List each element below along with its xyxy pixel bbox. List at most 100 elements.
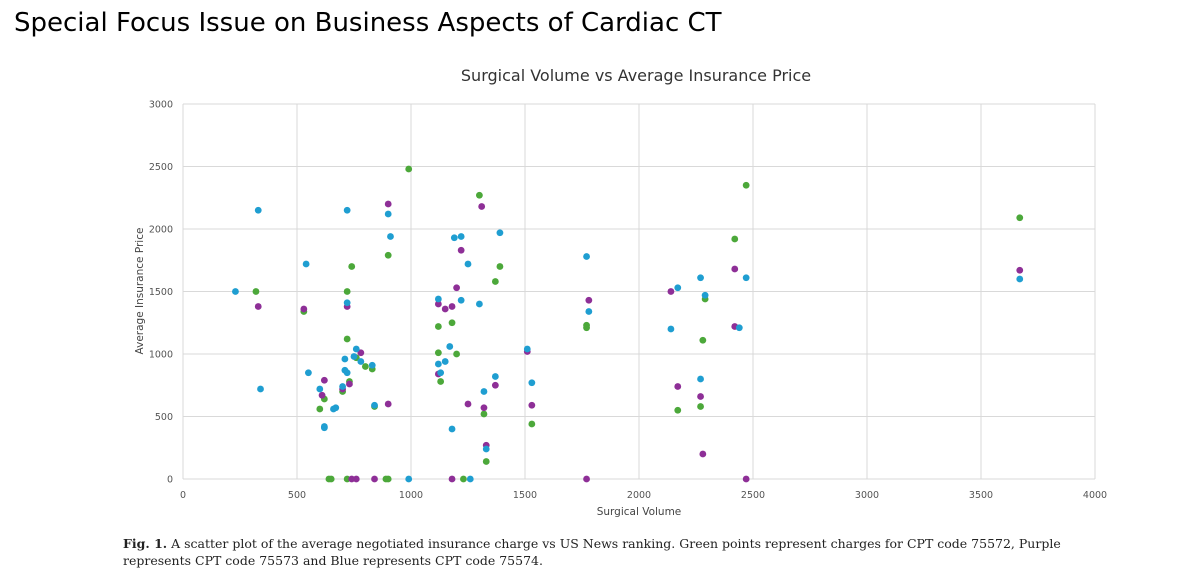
data-point-series-1 — [480, 410, 488, 418]
data-point-series-1 — [674, 406, 682, 414]
data-point-series-2 — [320, 376, 328, 384]
data-point-series-3 — [742, 274, 750, 282]
data-point-series-3 — [457, 233, 465, 240]
data-point-series-1 — [384, 475, 392, 483]
data-point-series-3 — [480, 388, 488, 395]
x-tick-label: 3000 — [855, 490, 879, 501]
data-point-series-2 — [434, 300, 442, 308]
data-point-series-3 — [491, 373, 499, 380]
data-point-series-2 — [441, 305, 449, 313]
data-point-series-1 — [327, 475, 335, 483]
data-point-series-3 — [350, 353, 358, 360]
data-point-series-3 — [343, 206, 351, 214]
data-point-series-1 — [343, 335, 351, 343]
data-point-series-1 — [496, 263, 504, 270]
x-tick-label: 1000 — [399, 490, 423, 501]
data-point-series-3 — [405, 475, 413, 483]
data-point-series-2 — [357, 349, 365, 357]
chart-title: Surgical Volume vs Average Insurance Pri… — [461, 66, 811, 85]
y-tick-label: 3000 — [149, 100, 173, 111]
data-point-series-1 — [528, 420, 536, 428]
caption-text: A scatter plot of the average negotiated… — [123, 536, 1061, 568]
x-tick-label: 0 — [180, 490, 186, 501]
figure-caption: Fig. 1. A scatter plot of the average neg… — [123, 535, 1123, 569]
data-point-series-3 — [448, 425, 456, 433]
data-point-series-1 — [491, 278, 499, 285]
data-point-series-1 — [384, 251, 392, 259]
data-point-series-1 — [434, 349, 442, 357]
data-point-series-3 — [735, 324, 743, 332]
data-point-series-3 — [697, 375, 704, 383]
data-point-series-3 — [528, 379, 536, 387]
x-tick-label: 2000 — [627, 490, 651, 501]
data-point-series-3 — [232, 288, 239, 295]
x-tick-label: 1500 — [513, 490, 537, 501]
data-point-series-3 — [341, 355, 349, 363]
data-point-series-3 — [457, 296, 465, 304]
data-point-series-3 — [434, 295, 442, 303]
data-point-series-2 — [448, 303, 456, 310]
data-point-series-3 — [339, 383, 346, 390]
y-tick-label: 500 — [155, 412, 173, 423]
data-point-series-3 — [302, 260, 310, 268]
data-point-series-3 — [368, 361, 376, 369]
x-tick-label: 4000 — [1083, 490, 1107, 501]
data-point-series-3 — [441, 358, 449, 365]
data-point-series-3 — [464, 260, 472, 268]
data-point-series-2 — [371, 475, 378, 483]
y-tick-label: 2000 — [149, 225, 173, 236]
gridlines — [182, 103, 1096, 480]
data-point-series-3 — [352, 345, 360, 353]
caption-label: Fig. 1. — [123, 536, 168, 551]
data-point-series-2 — [674, 383, 682, 390]
x-axis-label: Surgical Volume — [597, 506, 682, 518]
data-point-series-2 — [346, 380, 353, 388]
data-point-series-3 — [257, 385, 264, 393]
data-point-series-3 — [387, 233, 394, 240]
data-point-series-2 — [457, 246, 465, 254]
x-axis-ticks: 0 500 1000 1500 2000 2500 3000 3500 4000 — [180, 490, 1107, 501]
data-point-series-3 — [320, 424, 328, 432]
data-point-series-2 — [1016, 266, 1024, 274]
data-point-series-1 — [460, 475, 467, 483]
y-tick-label: 2500 — [149, 162, 173, 173]
data-point-series-2 — [384, 400, 392, 408]
data-point-series-1 — [252, 288, 260, 295]
data-point-series-1 — [316, 405, 324, 413]
data-point-series-3 — [384, 210, 392, 218]
data-point-series-1 — [405, 165, 413, 173]
data-point-series-3 — [697, 274, 704, 282]
data-point-series-2 — [528, 401, 536, 409]
data-point-series-3 — [466, 475, 474, 483]
y-axis-label: Average Insurance Price — [134, 228, 146, 355]
data-point-series-2 — [352, 475, 360, 483]
data-point-series-2 — [583, 475, 590, 483]
data-point-series-3 — [343, 369, 351, 377]
data-point-series-1 — [697, 403, 704, 410]
data-point-series-3 — [434, 360, 442, 368]
data-point-series-2 — [699, 450, 707, 458]
data-point-series-3 — [482, 445, 490, 453]
data-point-series-3 — [674, 284, 682, 292]
data-points — [232, 165, 1024, 483]
data-point-series-1 — [343, 288, 351, 295]
data-point-series-2 — [667, 288, 675, 295]
data-point-series-2 — [742, 475, 750, 483]
y-tick-label: 1000 — [149, 350, 173, 361]
data-point-series-2 — [453, 284, 460, 292]
data-point-series-3 — [357, 358, 365, 365]
data-point-series-3 — [446, 343, 454, 350]
data-point-series-3 — [701, 291, 709, 299]
data-point-series-3 — [254, 206, 262, 214]
data-point-series-1 — [583, 321, 590, 329]
data-point-series-3 — [450, 234, 458, 242]
data-point-series-1 — [476, 191, 483, 199]
data-point-series-3 — [371, 401, 378, 409]
y-tick-label: 1500 — [149, 287, 173, 298]
data-point-series-1 — [437, 378, 445, 385]
data-point-series-2 — [384, 200, 392, 208]
x-tick-label: 2500 — [741, 490, 765, 501]
data-point-series-3 — [305, 369, 312, 377]
data-point-series-1 — [348, 263, 356, 270]
data-point-series-2 — [464, 400, 472, 408]
